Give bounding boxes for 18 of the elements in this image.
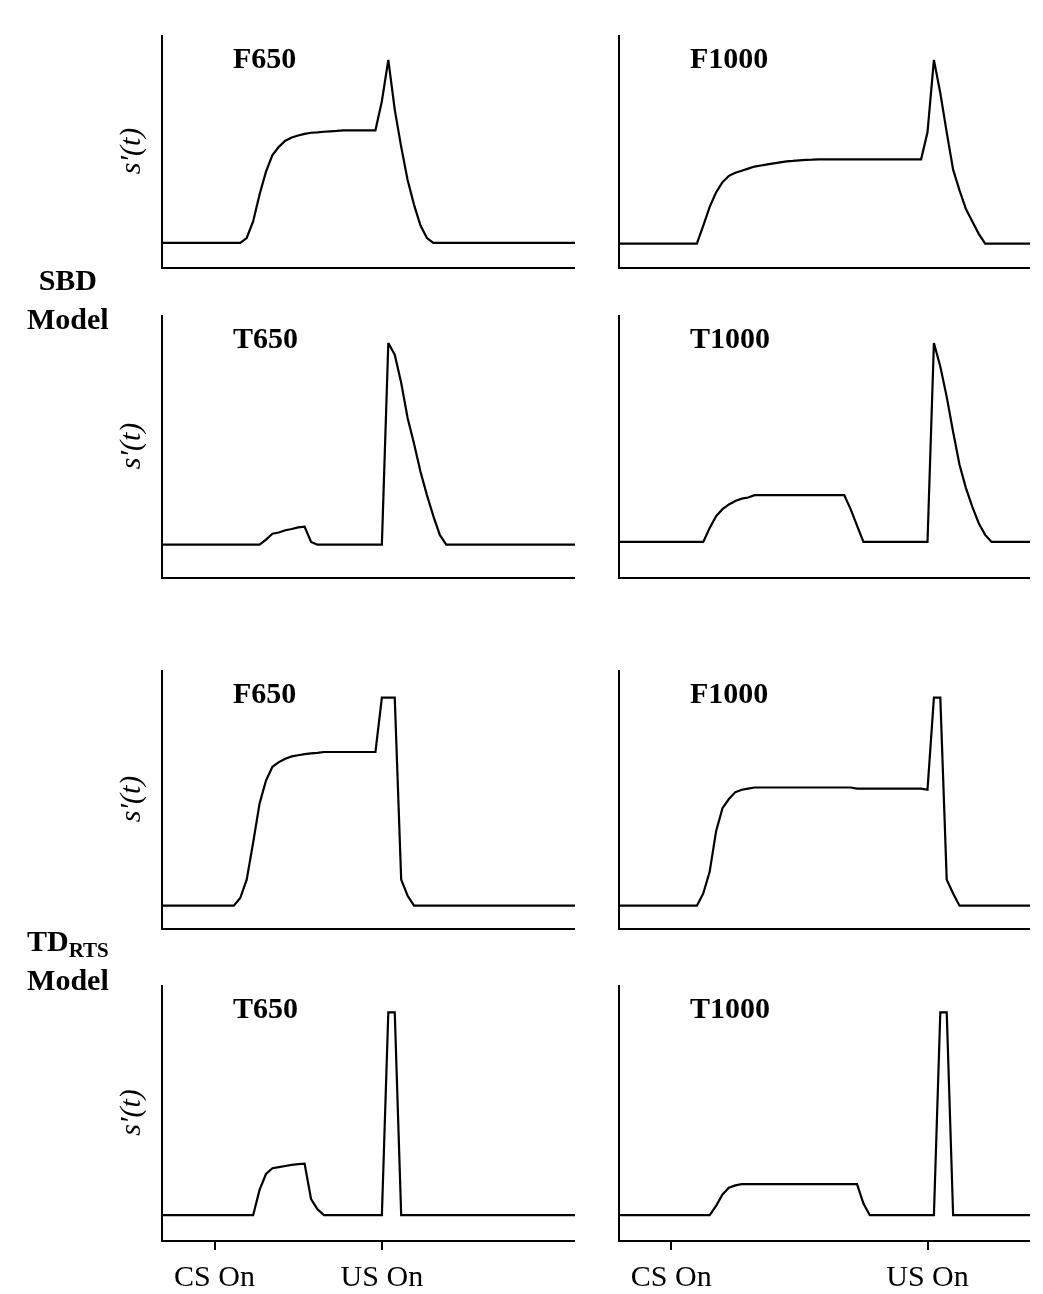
text: TD$_{RTS}$ Model (27, 924, 109, 996)
y-axis-title: s′(t) (112, 775, 147, 823)
chart-title: T1000 (690, 991, 771, 1024)
chart-title: F650 (233, 676, 297, 709)
x-tick-label: US On (886, 1258, 969, 1292)
chart-title: T1000 (690, 321, 771, 354)
y-axis-title: s′(t) (112, 1089, 147, 1136)
x-tick-label: CS On (630, 1258, 712, 1292)
chart-title: F1000 (690, 41, 769, 74)
chart-title: T650 (233, 991, 299, 1024)
y-axis-title: s′(t) (112, 127, 147, 175)
x-tick-label: CS On (174, 1258, 255, 1292)
y-axis-title: s′(t) (112, 422, 147, 470)
text: SBD Model (27, 263, 109, 335)
x-tick-label: US On (340, 1258, 424, 1292)
chart-title: F1000 (690, 676, 769, 709)
chart-title: F650 (233, 41, 297, 74)
chart-title: T650 (233, 321, 299, 354)
